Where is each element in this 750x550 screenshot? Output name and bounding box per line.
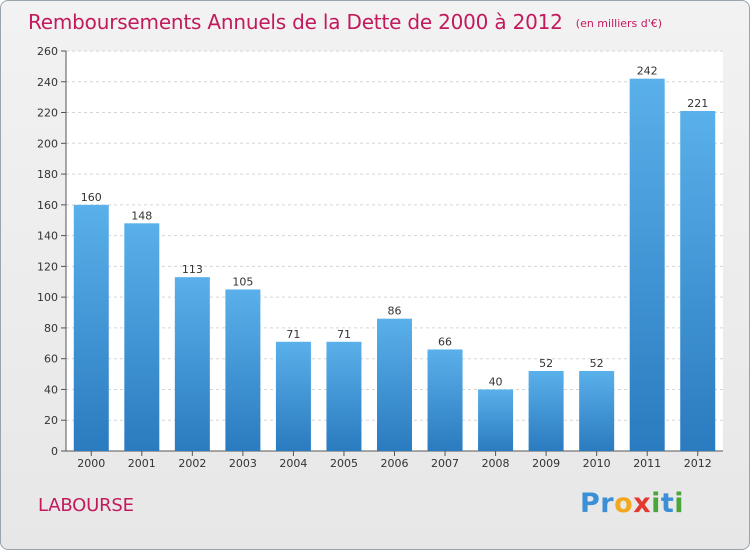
logo-letter: P — [580, 488, 601, 519]
bar-2010 — [579, 371, 615, 451]
logo-letter: i — [674, 488, 685, 519]
x-tick-label-2002: 2002 — [178, 457, 206, 470]
data-label-2002: 113 — [182, 263, 203, 276]
proxiti-logo: Proxiti — [580, 488, 684, 519]
x-tick-label-2007: 2007 — [431, 457, 459, 470]
bar-2005 — [326, 341, 362, 451]
logo-letter: o — [614, 488, 634, 519]
y-tick-label: 180 — [37, 168, 58, 181]
y-tick-label: 40 — [44, 383, 58, 396]
bar-2001 — [124, 223, 160, 451]
bar-2000 — [73, 204, 109, 451]
y-tick-label: 120 — [37, 260, 58, 273]
y-tick-label: 200 — [37, 137, 58, 150]
chart-subtitle: (en milliers d'€) — [575, 17, 663, 30]
bar-2011 — [629, 78, 665, 451]
y-tick-label: 20 — [44, 414, 58, 427]
x-tick-label-2005: 2005 — [330, 457, 358, 470]
data-label-2010: 52 — [590, 357, 604, 370]
data-label-2012: 221 — [687, 97, 708, 110]
bar-2004 — [275, 341, 311, 451]
x-tick-label-2009: 2009 — [532, 457, 560, 470]
logo-letter: t — [660, 488, 675, 519]
data-label-2003: 105 — [232, 275, 253, 288]
logo-letter: r — [600, 488, 615, 519]
x-tick-label-2012: 2012 — [684, 457, 712, 470]
y-tick-label: 160 — [37, 199, 58, 212]
data-label-2008: 40 — [489, 375, 503, 388]
bar-2009 — [528, 371, 564, 451]
title-row: Remboursements Annuels de la Dette de 20… — [28, 10, 662, 34]
bar-2007 — [427, 349, 463, 451]
chart-title: Remboursements Annuels de la Dette de 20… — [28, 10, 563, 34]
commune-name: LABOURSE — [38, 495, 134, 516]
y-tick-label: 260 — [37, 45, 58, 58]
bar-2006 — [377, 318, 412, 451]
y-tick-label: 140 — [37, 230, 58, 243]
y-tick-label: 240 — [37, 76, 58, 89]
y-tick-label: 220 — [37, 107, 58, 120]
x-tick-label-2000: 2000 — [77, 457, 105, 470]
x-tick-label-2004: 2004 — [279, 457, 307, 470]
data-label-2011: 242 — [637, 65, 658, 78]
data-label-2004: 71 — [286, 328, 300, 341]
logo-letter: i — [651, 488, 661, 519]
y-tick-label: 100 — [37, 291, 58, 304]
x-tick-label-2011: 2011 — [633, 457, 661, 470]
x-tick-label-2006: 2006 — [381, 457, 409, 470]
x-tick-label-2003: 2003 — [229, 457, 257, 470]
y-tick-label: 60 — [44, 353, 58, 366]
bar-2003 — [225, 289, 261, 451]
y-tick-label: 0 — [51, 445, 58, 458]
bar-2002 — [174, 277, 210, 451]
logo-letter: x — [633, 488, 652, 519]
bar-2008 — [478, 389, 514, 451]
y-tick-label: 80 — [44, 322, 58, 335]
data-label-2000: 160 — [81, 191, 102, 204]
x-tick-label-2001: 2001 — [128, 457, 156, 470]
data-label-2001: 148 — [131, 209, 152, 222]
data-label-2009: 52 — [539, 357, 553, 370]
data-label-2007: 66 — [438, 335, 452, 348]
bar-2012 — [680, 111, 716, 451]
x-tick-label-2010: 2010 — [583, 457, 611, 470]
data-label-2005: 71 — [337, 328, 351, 341]
x-tick-label-2008: 2008 — [482, 457, 510, 470]
data-label-2006: 86 — [388, 305, 402, 318]
